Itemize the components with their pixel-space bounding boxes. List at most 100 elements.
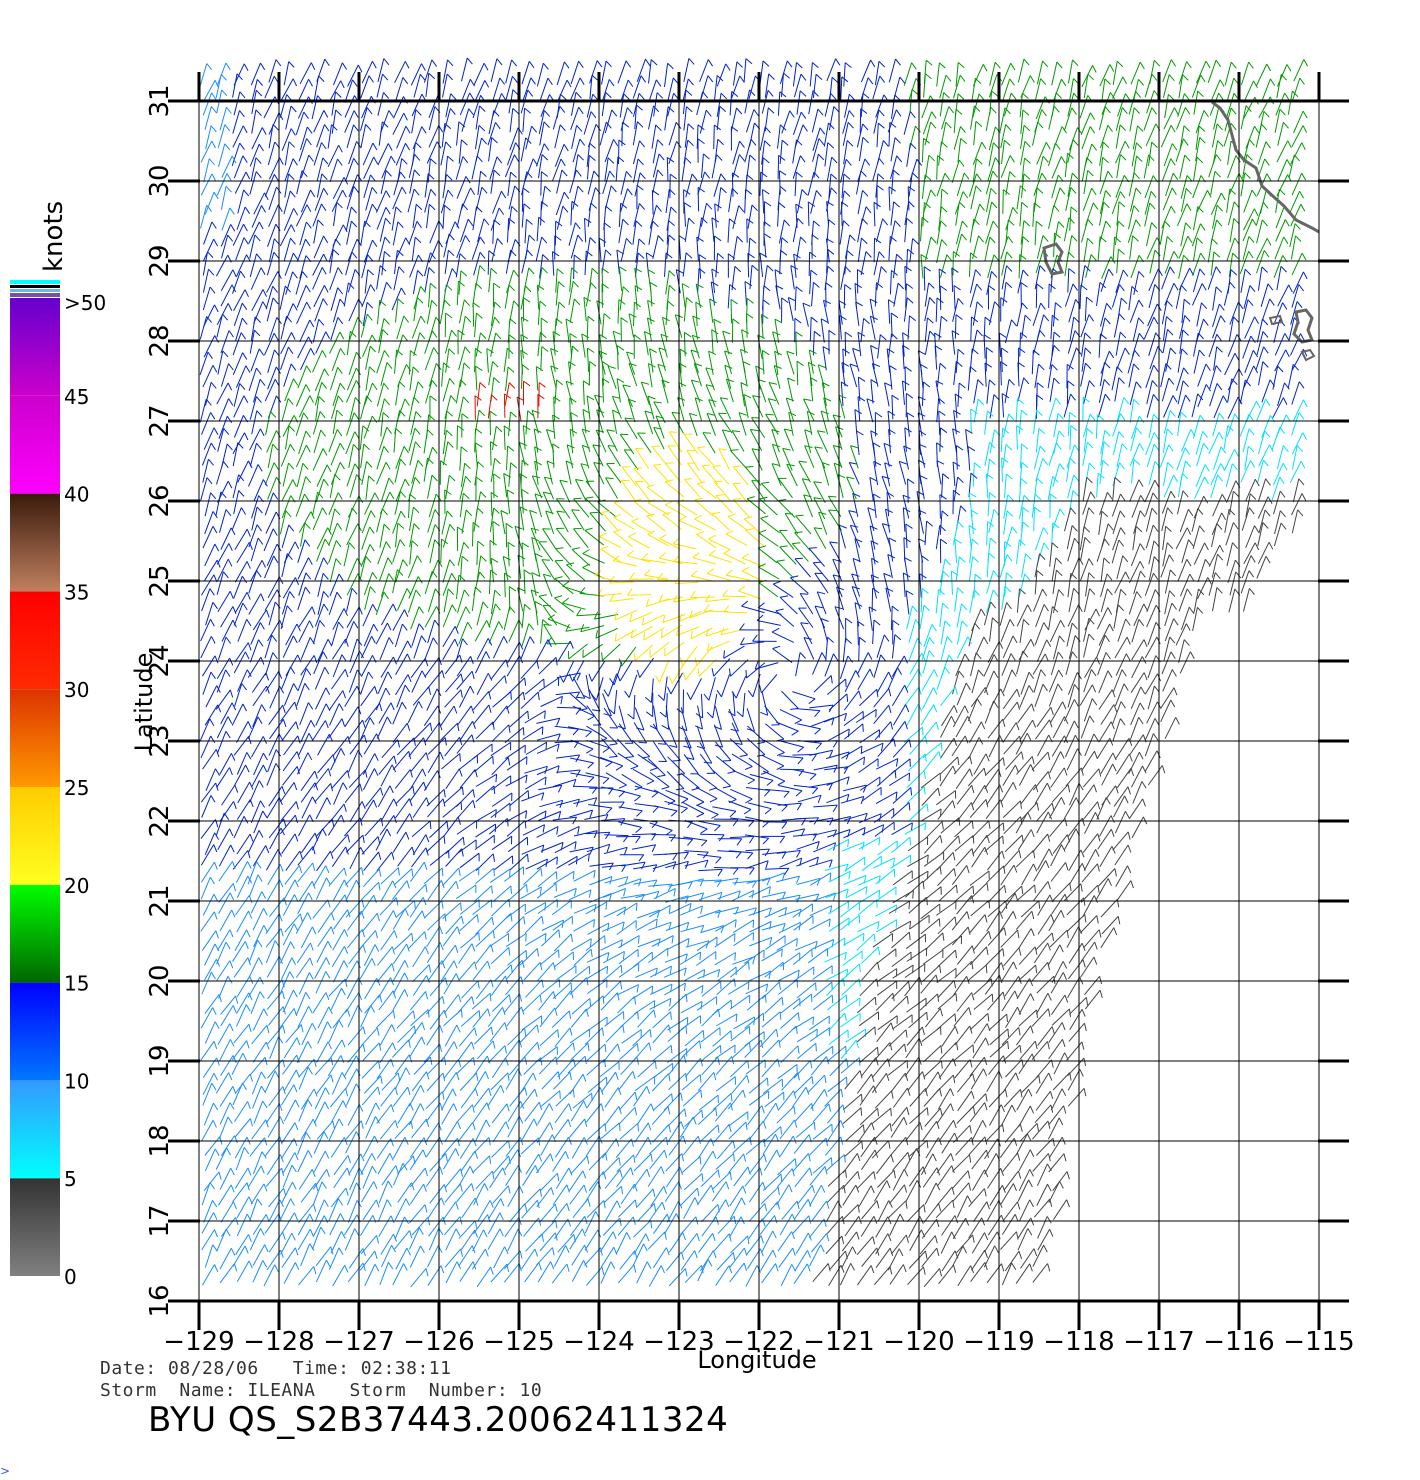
wind-barb xyxy=(1148,284,1156,309)
wind-barb-tick xyxy=(570,412,579,417)
wind-barb-tick xyxy=(1251,189,1257,197)
wind-barb xyxy=(313,219,319,244)
wind-barb xyxy=(747,204,753,229)
wind-barb xyxy=(1000,428,1004,453)
wind-barb-tick xyxy=(351,507,358,515)
wind-barb xyxy=(349,638,358,663)
wind-barb-tick xyxy=(1043,622,1049,630)
wind-barb-tick xyxy=(652,220,659,228)
wind-barb-tick xyxy=(1254,316,1260,325)
wind-barb xyxy=(1181,539,1189,563)
wind-barb-tick xyxy=(241,575,248,584)
wind-barb xyxy=(622,384,633,408)
wind-barb xyxy=(774,319,780,343)
wind-barb-tick xyxy=(412,366,420,373)
wind-barb xyxy=(1003,510,1008,535)
wind-barb xyxy=(280,332,292,355)
wind-barb-tick xyxy=(1071,235,1078,242)
wind-barb-tick xyxy=(1132,235,1139,242)
wind-barb xyxy=(985,474,989,499)
wind-barb-tick xyxy=(1181,348,1188,355)
wind-barb-tick xyxy=(351,587,358,595)
wind-barb-tick xyxy=(213,191,219,200)
wind-barb-tick xyxy=(592,93,599,101)
wind-barb-tick xyxy=(470,187,476,195)
wind-barb xyxy=(826,58,837,82)
wind-barb xyxy=(883,573,891,597)
wind-barb-tick xyxy=(695,397,703,402)
wind-barb xyxy=(235,365,247,388)
wind-barb-tick xyxy=(534,460,543,466)
wind-barb xyxy=(216,571,224,595)
wind-barb-tick xyxy=(670,206,677,214)
wind-barb xyxy=(570,92,577,116)
wind-barb xyxy=(285,105,292,130)
legend-band-45-50 xyxy=(10,298,60,396)
wind-barb xyxy=(698,254,702,279)
wind-barb xyxy=(506,489,511,514)
wind-barb-tick xyxy=(1153,443,1160,451)
wind-barb xyxy=(748,75,756,100)
wind-barb xyxy=(427,524,436,548)
wind-barb-tick xyxy=(889,122,897,128)
wind-barb xyxy=(328,80,342,103)
wind-barb xyxy=(1276,74,1282,99)
wind-barb-tick xyxy=(373,156,379,165)
wind-barb xyxy=(1098,379,1105,403)
wind-barb xyxy=(201,412,212,435)
wind-barb-tick xyxy=(1285,349,1290,358)
wind-barb-tick xyxy=(573,497,582,500)
wind-barb xyxy=(1226,188,1231,213)
wind-barb xyxy=(329,474,336,498)
wind-barb xyxy=(477,171,482,196)
wind-barb-tick xyxy=(878,60,886,68)
wind-barb xyxy=(583,297,587,322)
wind-barb xyxy=(907,478,909,503)
wind-barb-tick xyxy=(1020,282,1028,288)
wind-barb xyxy=(266,543,278,567)
wind-barb xyxy=(443,588,449,613)
wind-barb-tick xyxy=(684,331,692,338)
wind-barb xyxy=(1275,92,1286,116)
wind-barb xyxy=(600,548,622,563)
wind-barb xyxy=(472,302,475,327)
wind-barb-tick xyxy=(800,236,807,244)
wind-barb-tick xyxy=(1070,507,1077,515)
wind-barb xyxy=(1256,318,1263,343)
wind-barb-tick xyxy=(918,459,926,465)
wind-barb xyxy=(1256,63,1268,86)
wind-barb-tick xyxy=(353,110,359,118)
wind-barb-tick xyxy=(626,171,632,178)
wind-barb xyxy=(360,124,367,149)
wind-barb-tick xyxy=(1171,187,1177,195)
wind-barb-tick xyxy=(1168,93,1175,101)
wind-barb xyxy=(413,635,422,659)
wind-barb-tick xyxy=(386,362,393,370)
wind-barb xyxy=(854,602,860,627)
wind-barb xyxy=(984,236,991,261)
wind-barb-tick xyxy=(1133,398,1140,406)
wind-barb-tick xyxy=(750,429,759,432)
wind-barb xyxy=(936,398,940,423)
wind-barb xyxy=(595,627,618,639)
wind-barb-tick xyxy=(469,79,476,87)
wind-barb xyxy=(683,58,690,83)
wind-barb xyxy=(634,172,641,197)
wind-barb-tick xyxy=(486,620,491,628)
wind-barb-tick xyxy=(519,473,528,479)
wind-barb xyxy=(442,59,448,84)
wind-barb-tick xyxy=(1215,154,1222,162)
wind-barb xyxy=(628,536,650,549)
wind-barb xyxy=(1083,588,1091,613)
wind-barb-tick xyxy=(630,629,633,638)
wind-barb xyxy=(1164,590,1170,615)
wind-barb xyxy=(1143,107,1153,131)
wind-barb-tick xyxy=(274,601,281,609)
wind-barb-tick xyxy=(421,635,427,643)
wind-barb-tick xyxy=(232,269,237,278)
wind-barb xyxy=(923,266,926,291)
wind-barb-tick xyxy=(403,112,408,121)
wind-barb-tick xyxy=(560,158,566,167)
wind-barb-tick xyxy=(322,298,328,306)
wind-barb-tick xyxy=(386,426,393,434)
